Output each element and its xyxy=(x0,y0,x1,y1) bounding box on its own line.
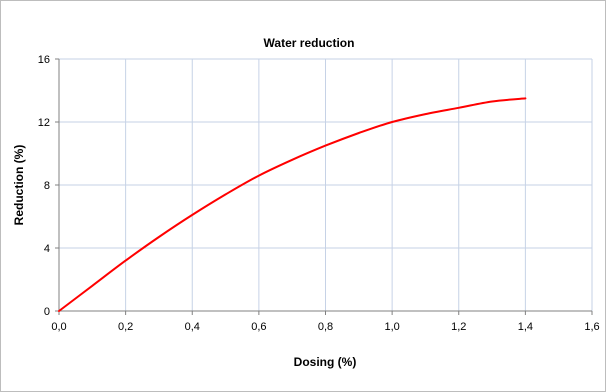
x-tick-label: 0,6 xyxy=(251,321,266,333)
y-tick-label: 16 xyxy=(38,54,50,66)
x-tick-label: 1,6 xyxy=(584,321,599,333)
y-tick-label: 0 xyxy=(44,306,50,318)
chart-title: Water reduction xyxy=(264,36,355,50)
y-tick-label: 4 xyxy=(44,243,50,255)
plot-area: 0,0 0,2 0,4 0,6 0,8 1,0 1,2 1,4 1,6 0 4 8 12 16 xyxy=(38,54,600,333)
y-tick-label: 8 xyxy=(44,180,50,192)
series-line-water-reduction xyxy=(58,97,527,312)
x-tick-label: 1,2 xyxy=(451,321,466,333)
x-tick-label: 0,2 xyxy=(118,321,133,333)
x-tick-label: 0,8 xyxy=(318,321,333,333)
x-tick-label: 0,0 xyxy=(51,321,66,333)
y-tick-label: 12 xyxy=(38,117,50,129)
y-axis-title: Reduction (%) xyxy=(12,145,26,226)
x-tick-label: 1,0 xyxy=(384,321,399,333)
x-tick-label: 1,4 xyxy=(518,321,533,333)
x-axis-title: Dosing (%) xyxy=(294,355,357,369)
x-tick-label: 0,4 xyxy=(185,321,200,333)
